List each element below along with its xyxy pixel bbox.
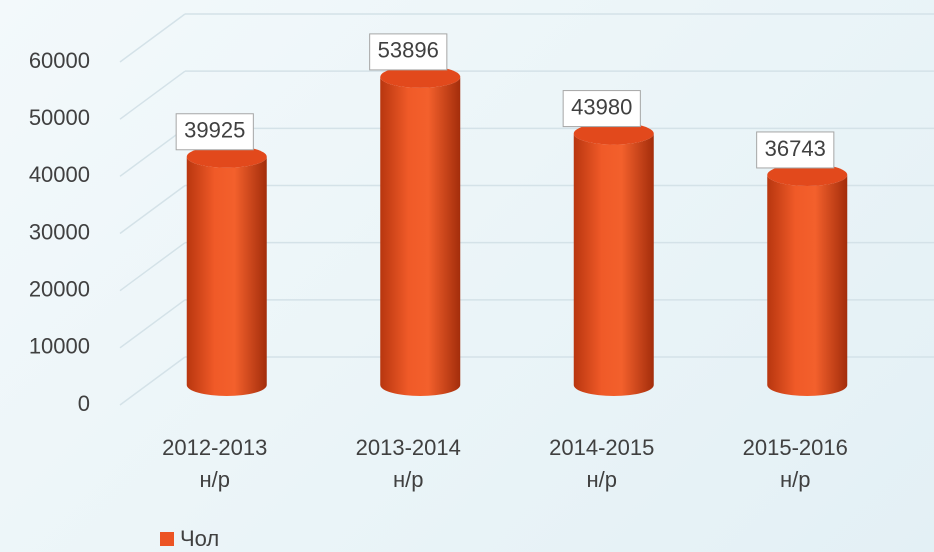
grid-line — [119, 184, 186, 235]
x-tick-label: 2012-2013 н/р — [162, 435, 268, 492]
grid-line — [119, 127, 186, 177]
data-label-box — [756, 131, 835, 169]
grid-line — [119, 242, 186, 292]
data-label-box — [562, 90, 641, 128]
data-label-box — [369, 33, 448, 71]
bar-top — [767, 163, 848, 186]
legend-label: Чол — [180, 526, 219, 551]
y-tick-label: 50000 — [29, 105, 90, 130]
bar — [380, 76, 461, 396]
data-label: 53896 — [378, 38, 439, 63]
legend-swatch — [160, 532, 174, 546]
grid-line — [119, 356, 186, 406]
data-label: 43980 — [571, 94, 632, 119]
data-label-box — [175, 113, 254, 151]
data-label: 39925 — [184, 118, 245, 143]
x-tick-label: 2013-2014 н/р — [355, 435, 461, 492]
bar-top — [380, 65, 461, 88]
grid-line — [119, 70, 186, 120]
y-tick-label: 0 — [78, 391, 90, 416]
y-tick-label: 10000 — [29, 334, 90, 359]
x-tick-label: 2015-2016 н/р — [742, 435, 848, 492]
data-label: 36743 — [765, 136, 826, 161]
grid-line — [119, 13, 186, 63]
bar-top — [573, 122, 654, 145]
y-tick-label: 30000 — [29, 219, 90, 244]
x-tick-label: 2014-2015 н/р — [549, 435, 655, 492]
bar — [186, 156, 267, 396]
y-tick-label: 40000 — [29, 162, 90, 187]
y-tick-label: 60000 — [29, 48, 90, 73]
y-tick-label: 20000 — [29, 276, 90, 301]
bar-top — [186, 145, 267, 168]
bar — [767, 174, 848, 396]
bar — [573, 133, 654, 396]
grid-line — [119, 299, 186, 349]
